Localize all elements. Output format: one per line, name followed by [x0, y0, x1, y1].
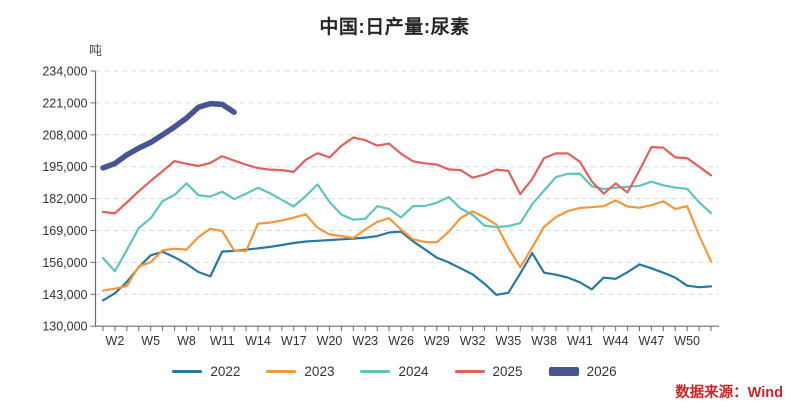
x-tick-label: W32: [460, 334, 486, 348]
legend-item-2026: 2026: [548, 363, 617, 379]
legend-swatch-2023: [266, 369, 297, 373]
y-tick-label: 234,000: [42, 65, 87, 79]
x-tick-label: W47: [639, 334, 665, 348]
y-tick-label: 156,000: [42, 256, 87, 270]
x-tick-label: W23: [352, 334, 378, 348]
legend: 2022 2023 2024 2025 2026: [0, 362, 789, 380]
legend-label-2026: 2026: [586, 363, 617, 379]
x-tick-label: W50: [674, 334, 700, 348]
legend-label-2025: 2025: [492, 363, 523, 379]
data-source-label: 数据来源：Wind: [675, 385, 783, 401]
legend-swatch-2026: [548, 366, 579, 376]
y-tick-label: 195,000: [42, 160, 87, 174]
x-tick-label: W41: [567, 334, 593, 348]
legend-label-2022: 2022: [210, 363, 241, 379]
x-tick-label: W35: [495, 334, 521, 348]
series-line-2024: [101, 172, 713, 273]
x-tick-label: W8: [177, 334, 196, 348]
x-tick-label: W17: [281, 334, 307, 348]
legend-label-2023: 2023: [304, 363, 335, 379]
legend-item-2024: 2024: [360, 363, 429, 379]
legend-item-2023: 2023: [266, 364, 334, 379]
chart-title: 中国:日产量:尿素: [319, 17, 470, 38]
legend-item-2025: 2025: [454, 363, 523, 379]
series-line-2025: [101, 136, 713, 215]
y-tick-label: 130,000: [42, 320, 87, 334]
y-tick-label: 221,000: [42, 96, 87, 110]
legend-swatch-2025: [454, 369, 485, 373]
x-tick-label: W5: [141, 334, 160, 348]
y-tick-label: 169,000: [42, 224, 87, 238]
x-tick-label: W2: [106, 334, 125, 348]
legend-swatch-2022: [172, 369, 203, 373]
x-tick-label: W38: [531, 334, 557, 348]
x-tick-label: W20: [317, 334, 343, 348]
y-tick-label: 208,000: [42, 128, 87, 142]
series-line-2023: [101, 199, 713, 292]
y-tick-label: 143,000: [42, 288, 87, 302]
series-line-2022: [101, 230, 713, 302]
x-tick-label: W26: [388, 334, 414, 348]
series-line-2026: [100, 100, 237, 171]
legend-swatch-2024: [360, 369, 391, 373]
legend-label-2024: 2024: [398, 363, 429, 379]
x-tick-label: W44: [603, 334, 629, 348]
x-tick-label: W14: [245, 334, 271, 348]
y-axis-unit-label: 吨: [89, 43, 103, 58]
legend-item-2022: 2022: [172, 364, 240, 379]
y-tick-label: 182,000: [42, 192, 87, 206]
x-tick-label: W29: [424, 334, 450, 348]
x-tick-label: W11: [210, 334, 235, 348]
